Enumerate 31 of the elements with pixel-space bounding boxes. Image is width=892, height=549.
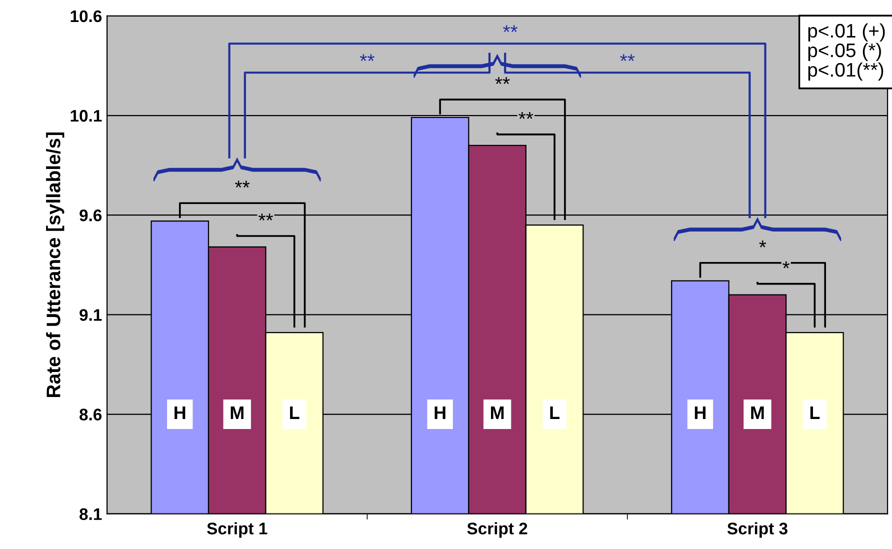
annotation: ** xyxy=(258,214,274,220)
y-tick-label: 10.1 xyxy=(70,110,102,122)
x-tick-label: Script 1 xyxy=(207,522,268,538)
x-tick-label: Script 2 xyxy=(467,522,528,538)
y-tick-label: 9.6 xyxy=(80,210,102,222)
series-label: H xyxy=(174,406,186,419)
annotation: ** xyxy=(495,77,510,84)
y-tick-label: 9.1 xyxy=(80,309,102,321)
annotation: p<.01 (+) xyxy=(808,23,885,42)
series-label: L xyxy=(550,406,560,419)
annotation: ** xyxy=(503,25,518,32)
annotation: p<.01(**) xyxy=(808,62,884,81)
annotation: ** xyxy=(235,180,250,188)
y-tick-label: 8.1 xyxy=(80,508,102,520)
annotation: ** xyxy=(518,112,534,119)
text: H xyxy=(434,406,446,419)
x-tick-label: Script 3 xyxy=(727,522,788,538)
text: H xyxy=(694,406,706,419)
y-tick-label: 8.6 xyxy=(80,408,102,420)
text: M xyxy=(230,406,244,419)
text: L xyxy=(290,406,300,419)
y-tick-label: 10.6 xyxy=(70,10,102,22)
text: M xyxy=(490,406,504,419)
text: L xyxy=(810,406,820,419)
annotation: ** xyxy=(360,54,374,62)
y-axis-title: Rate of Utterance [syllable/s] xyxy=(46,132,64,398)
annotation: p<.05 (*) xyxy=(808,42,881,62)
annotation: * xyxy=(782,261,790,268)
series-label: M xyxy=(751,406,764,419)
annotation: ** xyxy=(620,54,635,62)
annotation: * xyxy=(759,240,766,248)
